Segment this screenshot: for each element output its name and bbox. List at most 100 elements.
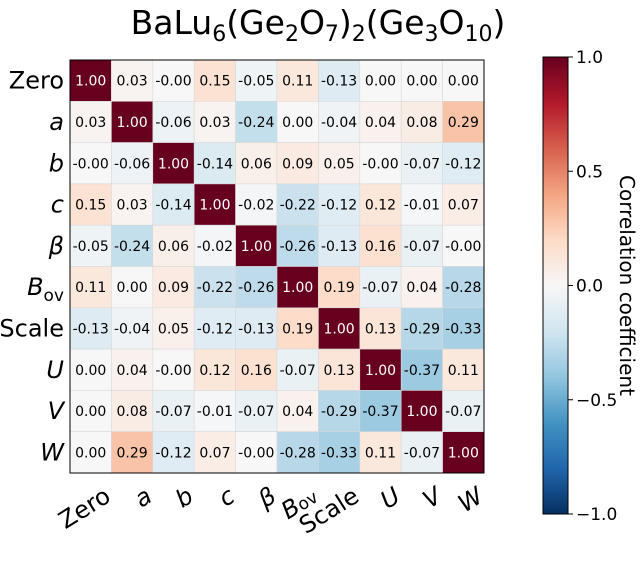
heatmap-cell — [359, 183, 402, 226]
cell-value-label: 0.00 — [75, 445, 106, 461]
column-label: Zero — [54, 481, 116, 534]
heatmap-cell — [359, 142, 402, 185]
cell-value-label: -0.13 — [321, 239, 357, 255]
cell-value-label: -0.22 — [197, 280, 233, 296]
heatmap-cell — [69, 431, 112, 474]
title-part: 3 — [425, 22, 439, 47]
cell-value-label: 0.13 — [324, 363, 355, 379]
heatmap-cell — [442, 431, 485, 474]
heatmap-cell — [193, 431, 236, 474]
heatmap-cell — [400, 183, 443, 226]
colorbar-tick-label: 1.0 — [576, 48, 603, 68]
colorbar-gradient — [542, 56, 569, 515]
heatmap-cell — [318, 224, 361, 267]
cell-value-label: -0.07 — [280, 363, 316, 379]
title-part: BaLu — [131, 3, 213, 42]
colorbar-tick-label: −0.5 — [576, 391, 617, 411]
heatmap-cell — [111, 59, 154, 102]
heatmap-cell — [400, 307, 443, 350]
cell-value-label: 0.03 — [117, 198, 148, 214]
cell-value-label: 1.00 — [75, 74, 106, 90]
cell-value-label: 0.16 — [365, 239, 396, 255]
colorbar: 1.0 0.5 0.0 −0.5 −1.0 Correlation coefficient — [542, 48, 639, 525]
heatmap-cell — [111, 224, 154, 267]
heatmap-cell — [111, 101, 154, 143]
heatmap-cell — [193, 59, 236, 102]
cell-value-label: -0.01 — [197, 404, 233, 420]
cell-value-label: 1.00 — [117, 115, 148, 131]
cell-value-label: -0.14 — [155, 198, 191, 214]
title-part: ) — [339, 3, 352, 42]
heatmap-cell — [235, 183, 278, 226]
heatmap-cell — [235, 142, 278, 185]
column-label: b — [170, 481, 198, 513]
heatmap-cell — [400, 224, 443, 267]
cell-value-label: 0.07 — [199, 445, 230, 461]
cell-value-label: -0.00 — [445, 239, 481, 255]
cell-value-label: -0.26 — [238, 280, 274, 296]
heatmap-cell — [359, 348, 402, 391]
cell-value-label: 0.29 — [117, 445, 148, 461]
cell-value-label: -0.07 — [404, 239, 440, 255]
heatmap-cell — [152, 266, 195, 309]
cell-value-label: 0.06 — [241, 156, 272, 172]
cell-value-label: 0.00 — [406, 74, 437, 90]
cell-value-label: -0.28 — [445, 280, 481, 296]
row-label: U — [46, 356, 64, 384]
heatmap-cell — [276, 101, 319, 143]
heatmap-cell — [276, 59, 319, 102]
cell-value-label: -0.00 — [73, 156, 109, 172]
cell-value-label: -0.07 — [445, 404, 481, 420]
cell-value-label: 0.29 — [448, 115, 479, 131]
cell-value-label: -0.29 — [404, 321, 440, 337]
colorbar-tick-label: 0.0 — [576, 277, 603, 297]
row-label: W — [40, 438, 65, 466]
cell-value-label: 0.04 — [282, 404, 313, 420]
heatmap-cell — [69, 183, 112, 226]
cell-value-label: -0.00 — [155, 74, 191, 90]
cell-value-label: 1.00 — [158, 156, 189, 172]
cell-value-label: 0.08 — [117, 404, 148, 420]
cell-value-label: 1.00 — [448, 445, 479, 461]
cell-value-label: 0.19 — [324, 280, 355, 296]
cell-value-label: -0.05 — [238, 74, 274, 90]
cell-value-label: -0.00 — [238, 445, 274, 461]
heatmap-cell — [235, 266, 278, 309]
heatmap-cells: 1.00 0.03 -0.00 0.15 -0.05 0.11 -0.13 0.00 0.00 0… — [69, 59, 485, 474]
heatmap-cell — [359, 431, 402, 474]
cell-value-label: 0.04 — [365, 115, 396, 131]
cell-value-label: -0.29 — [321, 404, 357, 420]
cell-value-label: 0.09 — [158, 280, 189, 296]
heatmap-cell — [442, 183, 485, 226]
heatmap-cell — [111, 390, 154, 432]
heatmap-cell — [69, 59, 112, 102]
cell-value-label: -0.01 — [404, 198, 440, 214]
heatmap-cell — [318, 431, 361, 474]
heatmap-cell — [442, 101, 485, 143]
heatmap-cell — [193, 101, 236, 143]
heatmap-cell — [318, 307, 361, 350]
heatmap-cell — [235, 348, 278, 391]
heatmap-cell — [152, 224, 195, 267]
heatmap-cell — [442, 59, 485, 102]
cell-value-label: -0.12 — [445, 156, 481, 172]
heatmap-cell — [276, 224, 319, 267]
cell-value-label: 0.12 — [365, 198, 396, 214]
cell-value-label: 0.12 — [199, 363, 230, 379]
title-part: 7 — [325, 22, 339, 47]
column-label: W — [453, 481, 489, 518]
row-label: Scale — [0, 314, 64, 342]
heatmap-cell — [235, 224, 278, 267]
cell-value-label: -0.13 — [73, 321, 109, 337]
cell-value-label: -0.07 — [404, 445, 440, 461]
heatmap-cell — [276, 183, 319, 226]
cell-value-label: 0.00 — [365, 74, 396, 90]
column-label: β — [252, 481, 281, 513]
cell-value-label: -0.04 — [321, 115, 357, 131]
heatmap-cell — [400, 431, 443, 474]
heatmap-cell — [318, 142, 361, 185]
cell-value-label: -0.00 — [155, 363, 191, 379]
cell-value-label: -0.24 — [114, 239, 150, 255]
heatmap-cell — [235, 390, 278, 432]
